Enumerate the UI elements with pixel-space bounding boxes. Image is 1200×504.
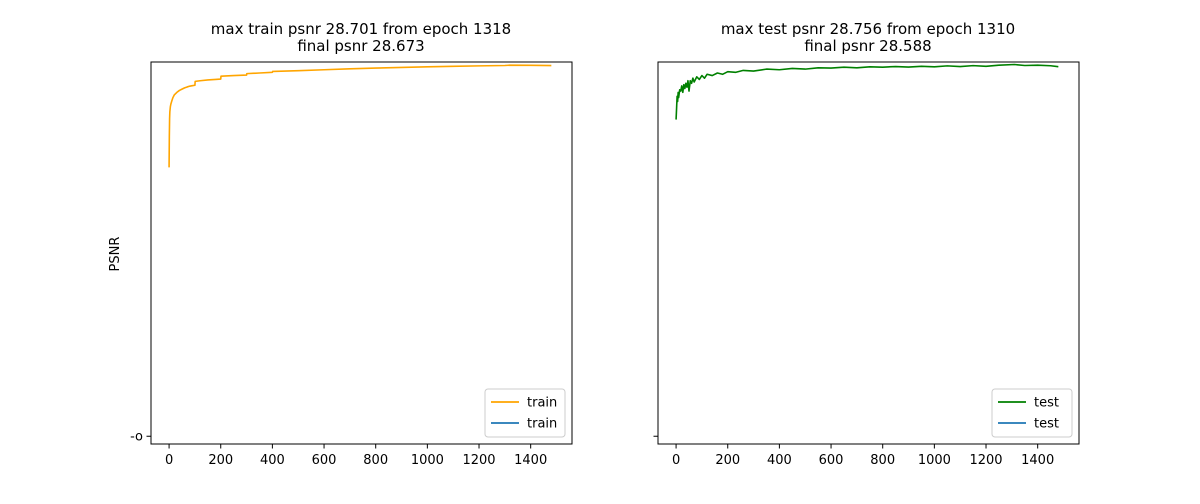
train-legend-box: [484, 388, 566, 438]
test-legend-label-1: test: [1034, 417, 1059, 432]
test-legend-box: [991, 388, 1073, 438]
test-xtick-label-2: 400: [767, 453, 792, 468]
train-xtick-label-1: 200: [208, 453, 233, 468]
train-series-line-0: [168, 64, 552, 168]
train-subplot: max train psnr 28.701 from epoch 1318 fi…: [108, 20, 573, 468]
train-xtick-label-5: 1000: [411, 453, 444, 468]
train-title-line1: max train psnr 28.701 from epoch 1318: [211, 20, 511, 38]
train-ylabel: PSNR: [108, 237, 123, 272]
test-xtick-label-6: 1200: [969, 453, 1002, 468]
test-xtick-label-4: 800: [870, 453, 895, 468]
train-title-line2: final psnr 28.673: [297, 37, 424, 55]
test-xtick-label-0: 0: [672, 453, 680, 468]
train-legend-label-0: train: [527, 396, 557, 411]
test-title-line2: final psnr 28.588: [804, 37, 931, 55]
test-xtick-label-7: 1400: [1021, 453, 1054, 468]
test-xtick-label-3: 600: [819, 453, 844, 468]
test-xtick-label-5: 1000: [918, 453, 951, 468]
train-ytick-label-0: -o: [130, 430, 143, 445]
test-series-line-0: [675, 63, 1059, 120]
test-title-line1: max test psnr 28.756 from epoch 1310: [721, 20, 1015, 38]
test-subplot: max test psnr 28.756 from epoch 1310 fin…: [653, 20, 1080, 468]
train-xtick-label-4: 800: [363, 453, 388, 468]
train-xtick-label-0: 0: [165, 453, 173, 468]
test-legend-label-0: test: [1034, 396, 1059, 411]
train-xtick-label-6: 1200: [462, 453, 495, 468]
train-xtick-label-2: 400: [260, 453, 285, 468]
train-axes-frame: [150, 61, 573, 445]
test-axes-frame: [657, 61, 1080, 445]
test-xtick-label-1: 200: [715, 453, 740, 468]
train-xtick-label-7: 1400: [514, 453, 547, 468]
train-xtick-label-3: 600: [312, 453, 337, 468]
train-legend-label-1: train: [527, 417, 557, 432]
